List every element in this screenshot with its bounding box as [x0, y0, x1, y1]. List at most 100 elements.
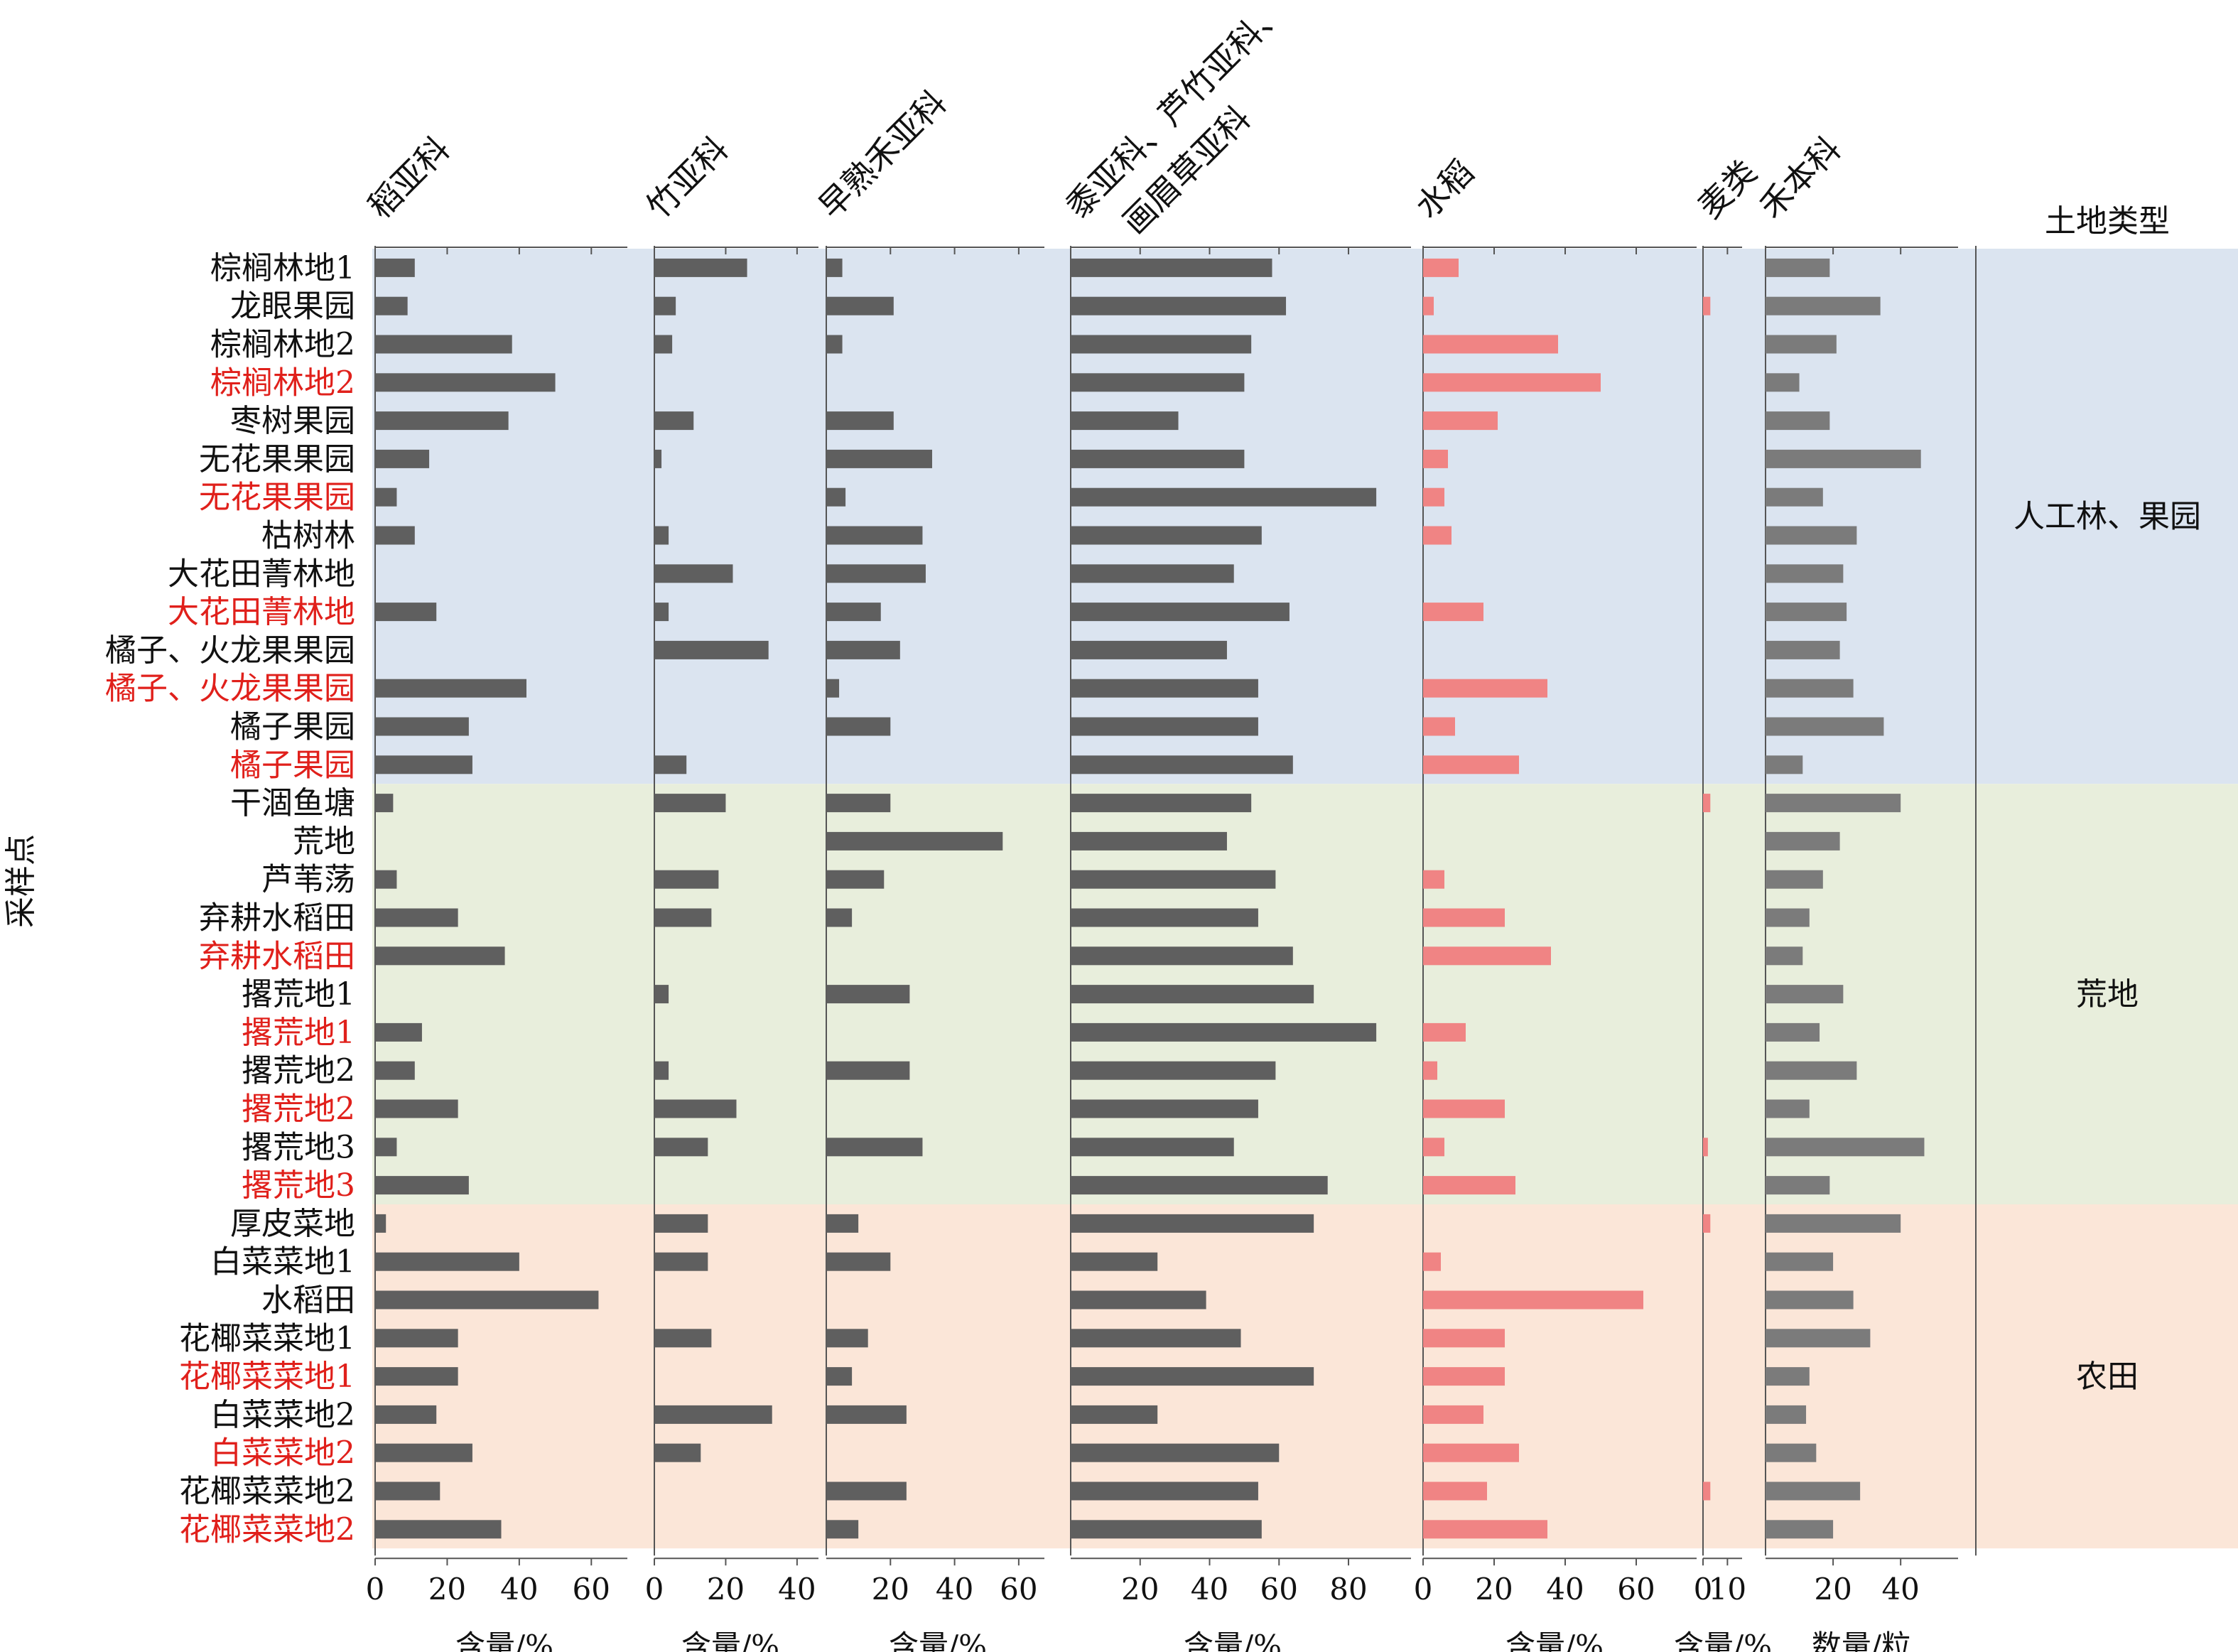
bar-4-30: [1423, 1405, 1483, 1424]
bar-3-17: [1071, 908, 1258, 927]
x-unit-label-1: 含量/%: [681, 1629, 779, 1652]
x-tick-label-0-3: 60: [573, 1572, 610, 1607]
category-label-29: 花椰菜菜地1: [179, 1359, 355, 1395]
series-title-5: 麦类: [1691, 153, 1764, 226]
bar-4-6: [1423, 487, 1444, 507]
x-tick-label-0-1: 20: [428, 1572, 466, 1607]
category-label-0: 棕榈林地1: [210, 250, 355, 286]
bar-3-12: [1071, 717, 1258, 736]
category-label-24: 撂荒地3: [242, 1167, 355, 1204]
bar-4-31: [1423, 1443, 1519, 1462]
x-tick-label-5-0: 0: [1694, 1572, 1713, 1607]
bar-6-26: [1766, 1252, 1834, 1271]
category-label-32: 花椰菜菜地2: [179, 1474, 355, 1510]
axes: [374, 247, 1958, 1566]
bar-3-9: [1071, 603, 1290, 622]
bar-0-7: [375, 526, 415, 545]
x-tick-label-3-3: 80: [1329, 1572, 1367, 1607]
category-label-8: 大花田菁林地: [168, 556, 355, 592]
bar-1-28: [654, 1329, 712, 1348]
bar-5-23: [1703, 1138, 1708, 1157]
bar-1-10: [654, 640, 769, 659]
bar-6-11: [1766, 679, 1854, 698]
bar-3-31: [1071, 1443, 1280, 1462]
bar-6-22: [1766, 1099, 1810, 1118]
category-label-13: 橘子果园: [230, 747, 355, 783]
bar-2-12: [826, 717, 891, 736]
category-label-25: 厚皮菜地: [230, 1206, 355, 1242]
x-tick-label-2-1: 40: [936, 1572, 973, 1607]
bar-0-25: [375, 1214, 386, 1233]
bar-4-23: [1423, 1138, 1444, 1157]
series-title-0: 稻亚科: [361, 129, 458, 226]
x-tick-label-1-1: 20: [707, 1572, 745, 1607]
x-unit-label-0: 含量/%: [455, 1629, 553, 1652]
bar-6-0: [1766, 258, 1830, 277]
category-label-2: 棕榈林地2: [210, 327, 355, 363]
bar-3-6: [1071, 487, 1377, 507]
bars: [375, 258, 1925, 1539]
bar-0-26: [375, 1252, 519, 1271]
x-tick-label-3-0: 20: [1121, 1572, 1159, 1607]
bar-6-8: [1766, 564, 1844, 583]
category-label-18: 弃耕水稻田: [199, 938, 355, 974]
bar-2-9: [826, 603, 881, 622]
bar-3-28: [1071, 1329, 1241, 1348]
bar-2-14: [826, 794, 891, 813]
bar-2-23: [826, 1138, 923, 1157]
bar-0-2: [375, 335, 512, 354]
bar-0-13: [375, 755, 472, 774]
bar-6-19: [1766, 985, 1844, 1004]
bar-1-26: [654, 1252, 708, 1271]
land-type-bands: [372, 249, 2238, 1549]
x-tick-label-2-2: 60: [1000, 1572, 1037, 1607]
bar-0-4: [375, 411, 509, 431]
bar-4-4: [1423, 411, 1498, 431]
band-0: [372, 249, 2238, 784]
x-tick-label-0-0: 0: [366, 1572, 385, 1607]
bar-0-33: [375, 1520, 502, 1539]
bar-0-32: [375, 1481, 440, 1501]
bar-5-14: [1703, 794, 1711, 813]
bar-3-24: [1071, 1176, 1328, 1195]
bar-5-1: [1703, 296, 1711, 315]
bar-4-32: [1423, 1481, 1487, 1501]
bar-3-14: [1071, 794, 1252, 813]
bar-2-21: [826, 1061, 910, 1080]
category-label-19: 撂荒地1: [242, 976, 355, 1013]
bar-6-10: [1766, 640, 1840, 659]
category-label-21: 撂荒地2: [242, 1053, 355, 1089]
bar-2-25: [826, 1214, 859, 1233]
bar-0-9: [375, 603, 437, 622]
bar-6-1: [1766, 296, 1881, 315]
bar-0-24: [375, 1176, 469, 1195]
bar-6-9: [1766, 603, 1847, 622]
bar-6-29: [1766, 1367, 1810, 1386]
bar-2-7: [826, 526, 923, 545]
bar-3-22: [1071, 1099, 1258, 1118]
x-tick-label-4-2: 40: [1546, 1572, 1584, 1607]
series-title-2: 早熟禾亚科: [811, 83, 954, 226]
bar-4-13: [1423, 755, 1519, 774]
bar-0-16: [375, 870, 397, 889]
x-tick-label-1-2: 40: [778, 1572, 816, 1607]
bar-6-3: [1766, 373, 1800, 392]
x-tick-label-4-0: 0: [1414, 1572, 1433, 1607]
bar-6-6: [1766, 487, 1823, 507]
bar-2-33: [826, 1520, 859, 1539]
category-label-16: 芦苇荡: [261, 862, 355, 898]
bar-4-9: [1423, 603, 1483, 622]
bar-1-4: [654, 411, 694, 431]
bar-6-16: [1766, 870, 1823, 889]
bar-6-27: [1766, 1290, 1854, 1310]
bar-0-28: [375, 1329, 458, 1348]
bar-3-33: [1071, 1520, 1262, 1539]
bar-0-30: [375, 1405, 437, 1424]
bar-0-11: [375, 679, 526, 698]
bar-2-8: [826, 564, 926, 583]
category-label-26: 白菜菜地1: [210, 1244, 355, 1280]
bar-3-15: [1071, 831, 1227, 851]
bar-3-13: [1071, 755, 1293, 774]
x-tick-label-6-0: 20: [1814, 1572, 1852, 1607]
bar-0-23: [375, 1138, 397, 1157]
